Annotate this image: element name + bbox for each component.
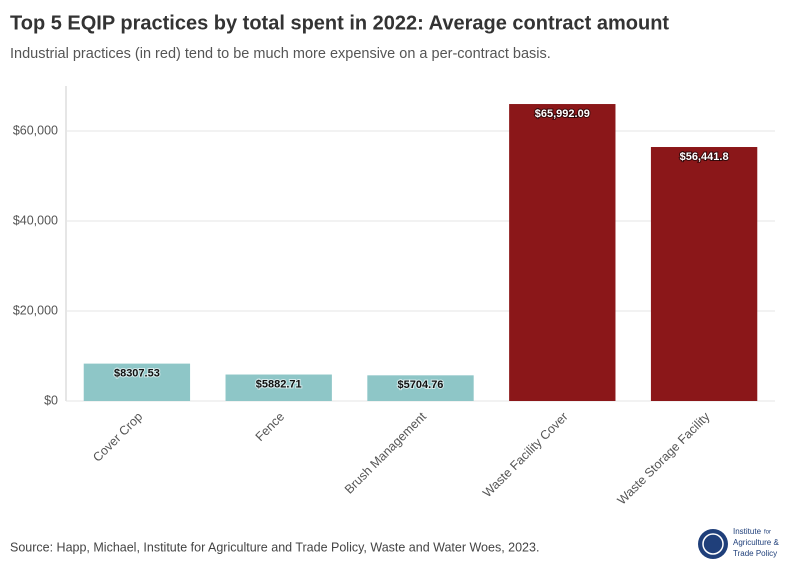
- y-tick-label: $40,000: [13, 213, 58, 227]
- y-tick-label: $0: [44, 393, 58, 407]
- y-tick-label: $60,000: [13, 123, 58, 137]
- x-tick-label: Waste Storage Facility: [615, 409, 714, 508]
- logo-icon-ring: [702, 533, 724, 555]
- bar: [509, 104, 616, 402]
- chart-title: Top 5 EQIP practices by total spent in 2…: [10, 12, 669, 34]
- x-tick-label: Waste Facility Cover: [480, 410, 571, 501]
- chart-subtitle: Industrial practices (in red) tend to be…: [10, 46, 551, 62]
- bar: [367, 375, 474, 401]
- bar: [83, 363, 191, 401]
- value-label: $56,441.8: [680, 151, 729, 163]
- logo: Institute for Agriculture & Trade Policy: [698, 527, 779, 559]
- x-tick-label: Fence: [253, 410, 287, 444]
- x-tick-label: Cover Crop: [90, 410, 145, 465]
- bar: [225, 374, 332, 401]
- bar: [650, 147, 758, 401]
- source: Source: Happ, Michael, Institute for Agr…: [10, 540, 539, 554]
- x-tick-label: Brush Management: [342, 409, 429, 496]
- value-label: $5704.76: [398, 379, 444, 391]
- logo-text: for: [764, 530, 771, 536]
- value-label: $65,992.09: [535, 108, 590, 120]
- value-label: $5882.71: [256, 378, 302, 390]
- y-tick-label: $20,000: [13, 303, 58, 317]
- logo-text: Institute: [733, 527, 762, 536]
- logo-text: Trade Policy: [733, 549, 777, 558]
- value-label: $8307.53: [114, 368, 160, 380]
- logo-text: Agriculture &: [733, 538, 779, 547]
